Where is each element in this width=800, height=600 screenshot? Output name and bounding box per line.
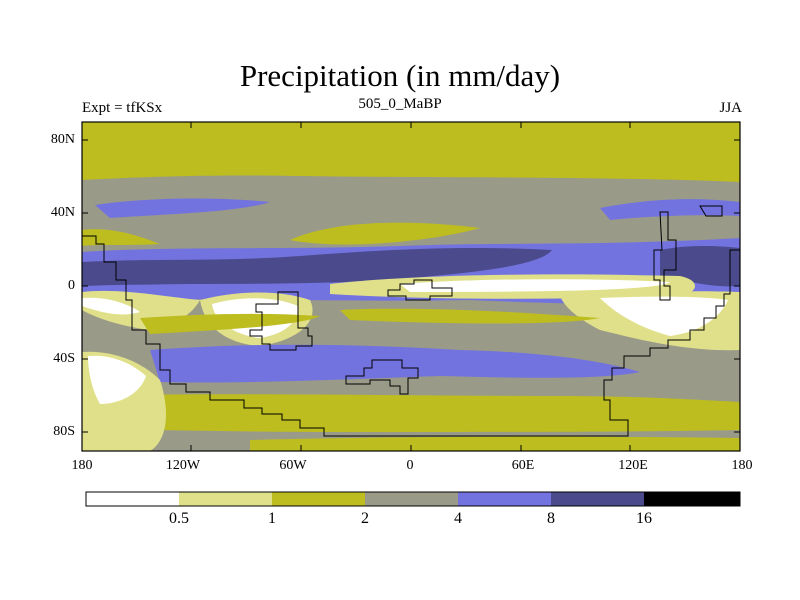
colorbar-label: 8 — [547, 510, 555, 527]
lat-tick-label: 80N — [50, 132, 75, 147]
colorbar-swatch — [551, 492, 644, 506]
chart-title: Precipitation (in mm/day) — [239, 58, 561, 93]
lat-tick-label: 0 — [68, 278, 75, 293]
colorbar-swatch — [86, 492, 179, 506]
lat-tick-label: 80S — [53, 424, 75, 439]
colorbar-swatch — [644, 492, 740, 506]
precip-band-1-2mm — [82, 394, 740, 432]
colorbar-label: 1 — [268, 510, 276, 527]
lon-tick-label: 120W — [165, 458, 201, 473]
coastline — [387, 279, 453, 301]
period-label: 505_0_MaBP — [358, 96, 442, 112]
lon-tick-label: 60E — [511, 458, 535, 473]
colorbar-label: 16 — [636, 510, 652, 527]
colorbar-label: 0.5 — [169, 510, 189, 527]
precip-band-4mm — [95, 198, 270, 218]
colorbar-label: 2 — [361, 510, 369, 527]
colorbar — [85, 491, 741, 507]
coastline — [345, 359, 419, 395]
lon-tick-label: 180 — [71, 458, 93, 473]
coastlines — [82, 205, 740, 437]
coastline — [653, 211, 677, 301]
colorbar-swatch — [458, 492, 551, 506]
colorbar-frame — [85, 491, 741, 507]
precip-band-4-8mm — [150, 344, 640, 383]
colorbar-label: 4 — [454, 510, 462, 527]
precip-patch — [290, 222, 480, 245]
lat-tick-label: 40S — [53, 351, 75, 366]
lon-tick-label: 0 — [406, 458, 414, 473]
colorbar-swatch — [179, 492, 272, 506]
lon-tick-label: 120E — [618, 458, 648, 473]
precip-band-lt0.5mm — [600, 296, 728, 336]
colorbar-swatch — [272, 492, 365, 506]
experiment-label: Expt = tfKSx — [82, 100, 163, 116]
precip-band-lt0.5mm — [82, 297, 140, 315]
precip-band-2mm — [82, 122, 740, 182]
precip-band-1-2mm — [140, 313, 320, 334]
precip-band-1-2mm — [250, 436, 740, 451]
lon-tick-label: 60W — [279, 458, 307, 473]
precip-band-1-2mm — [340, 308, 600, 324]
coastline — [249, 291, 313, 351]
precip-band-8-16mm — [82, 248, 552, 286]
lon-tick-label: 180 — [731, 458, 753, 473]
lat-tick-label: 40N — [50, 205, 75, 220]
precip-patch — [82, 229, 160, 246]
precip-band-lt0.5mm — [400, 279, 670, 292]
precip-band-lt0.5mm — [88, 355, 146, 404]
coastline — [699, 205, 723, 217]
colorbar-swatch — [365, 492, 458, 506]
axis-ticks — [81, 122, 741, 451]
coastline — [82, 235, 740, 437]
season-label: JJA — [719, 100, 742, 116]
